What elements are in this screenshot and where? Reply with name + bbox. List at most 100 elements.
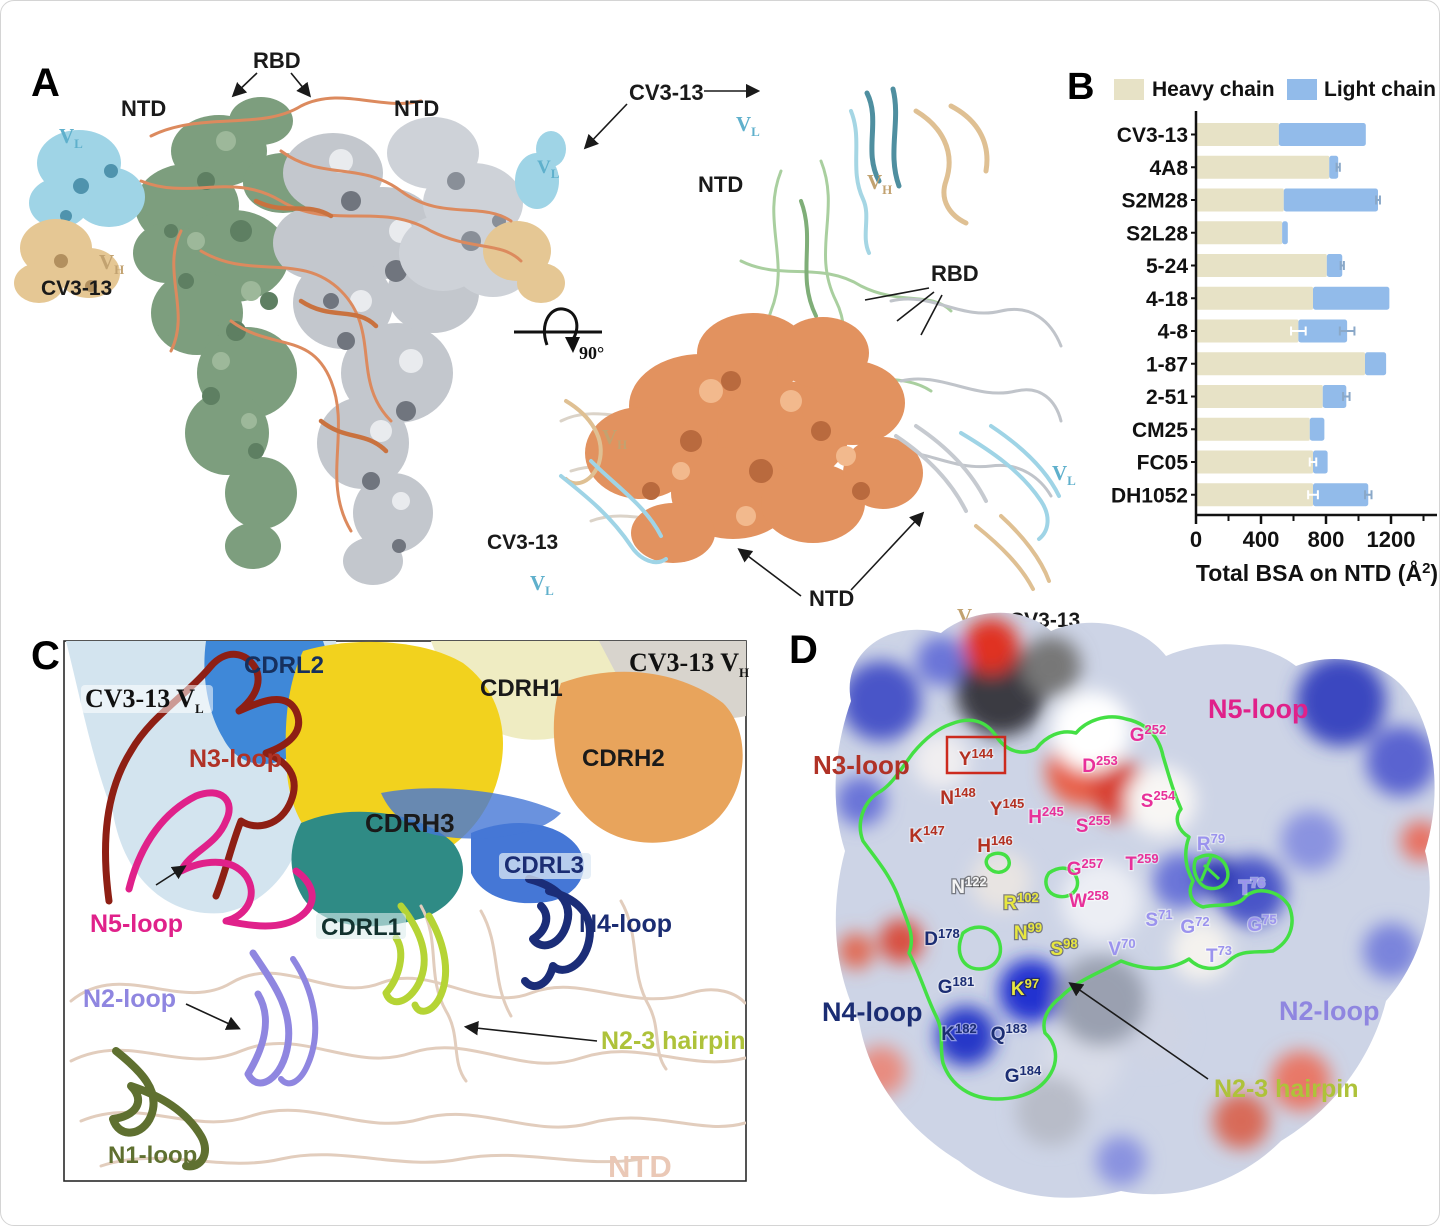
panel-a-letter: A [31, 61, 60, 105]
residue-label: S98 [1050, 936, 1077, 960]
panel-c-letter: C [31, 634, 60, 678]
label-cdrl3: CDRL3 [504, 852, 584, 879]
bar-light-1-87 [1365, 352, 1387, 376]
label-ntd-bottom: NTD [809, 586, 854, 611]
category-label-S2M28: S2M28 [1121, 190, 1188, 213]
legend-swatch-light [1287, 79, 1317, 100]
label-cdrl1: CDRL1 [321, 914, 401, 941]
legend-label-light: Light chain [1324, 78, 1436, 101]
label-cdrl2: CDRL2 [244, 652, 324, 679]
panel-d: D [789, 612, 1435, 1198]
x-tick-label: 0 [1190, 527, 1202, 552]
legend-swatch-heavy [1114, 79, 1144, 100]
bar-light-CV3-13 [1278, 123, 1366, 146]
residue-label: N99 [1014, 920, 1042, 944]
bar-heavy-5-24 [1196, 254, 1327, 277]
label-n5-loop-d: N5-loop [1208, 694, 1309, 724]
y144-highlight-box [945, 735, 1007, 775]
label-cv313-vl: CV3-13 VL [85, 684, 204, 716]
label-n2-loop-d: N2-loop [1279, 996, 1380, 1026]
label-rbd-top-view: RBD [931, 261, 979, 286]
category-label-4-18: 4-18 [1146, 288, 1188, 311]
label-ntd-front-left: NTD [121, 96, 166, 121]
bar-heavy-1-87 [1196, 352, 1365, 376]
residue-label: R102 [1003, 890, 1038, 914]
label-n23-hairpin-d: N2-3 hairpin [1214, 1075, 1358, 1103]
bar-light-CM25 [1309, 417, 1325, 441]
category-label-2-51: 2-51 [1146, 386, 1188, 409]
category-label-CV3-13: CV3-13 [1117, 124, 1188, 147]
residue-label: D253 [1082, 753, 1117, 777]
epitope-outline [858, 715, 1294, 1101]
label-cv313-vh: CV3-13 VH [629, 648, 749, 680]
bar-light-4-8 [1298, 319, 1348, 343]
residue-label: S255 [1076, 813, 1110, 837]
residue-label: G257 [1067, 856, 1103, 880]
label-rbd-front: RBD [253, 48, 301, 73]
bar-heavy-S2L28 [1196, 221, 1283, 245]
category-label-1-87: 1-87 [1146, 353, 1188, 376]
residue-label: N122 [951, 874, 986, 898]
bar-heavy-4A8 [1196, 155, 1330, 179]
bsa-bar-chart: CV3-13 4A8 S2M28 S2L28 5-24 4-18 4-8 1-87 2-51 CM… [1111, 111, 1438, 586]
interface-structure [66, 641, 746, 1171]
label-n2-loop-c: N2-loop [83, 985, 176, 1013]
rotation-90-icon: 90° [514, 307, 604, 363]
bar-heavy-4-8 [1196, 319, 1299, 343]
bar-light-DH1052 [1313, 483, 1369, 507]
residue-label: S71 [1145, 907, 1172, 931]
panel-c: C [31, 634, 749, 1184]
category-label-CM25: CM25 [1132, 419, 1188, 442]
residue-label: Y144 [959, 746, 994, 770]
legend-label-heavy: Heavy chain [1152, 78, 1275, 101]
bar-light-4A8 [1329, 155, 1339, 179]
residue-label: G184 [1005, 1063, 1042, 1087]
residue-label: D178 [924, 926, 959, 950]
x-tick-label: 1200 [1367, 527, 1416, 552]
label-n1-loop-c: N1-loop [108, 1142, 197, 1169]
bar-heavy-FC05 [1196, 450, 1313, 474]
panel-d-letter: D [789, 628, 818, 672]
label-vl-front-right: VL [537, 157, 560, 181]
panel-b-letter: B [1067, 66, 1094, 108]
label-ntd-front-right: NTD [394, 96, 439, 121]
label-n4-loop-c: N4-loop [579, 910, 672, 938]
label-vl-front-left: VL [59, 124, 83, 151]
label-n5-loop-c: N5-loop [90, 910, 183, 938]
x-tick-label: 400 [1243, 527, 1280, 552]
panel-a: A [14, 48, 1080, 632]
x-tick-label: 800 [1308, 527, 1345, 552]
bar-light-2-51 [1322, 385, 1347, 408]
category-label-5-24: 5-24 [1146, 255, 1188, 278]
bar-light-FC05 [1313, 450, 1328, 474]
residue-label: T73 [1206, 943, 1232, 967]
x-axis-title: Total BSA on NTD (Å2) [1196, 559, 1438, 586]
bar-heavy-CM25 [1196, 417, 1310, 441]
label-cv313-bottom-left: CV3-13 [487, 531, 558, 554]
spike-density-map-front [14, 96, 566, 585]
residue-label: V70 [1108, 936, 1135, 960]
label-cv313-front: CV3-13 [41, 277, 112, 300]
residue-label: R79 [1197, 831, 1225, 855]
label-vl-top-view: VL [736, 112, 760, 139]
bar-heavy-S2M28 [1196, 188, 1284, 212]
category-label-S2L28: S2L28 [1126, 222, 1188, 245]
spike-model-top-view [559, 86, 1063, 591]
bar-heavy-4-18 [1196, 286, 1313, 310]
label-n4-loop-d: N4-loop [822, 997, 923, 1027]
residue-label: S254 [1141, 788, 1176, 812]
label-vl-bottom-left: VL [530, 571, 554, 598]
residue-label: G75 [1247, 912, 1276, 936]
category-label-DH1052: DH1052 [1111, 484, 1188, 507]
residue-label: H146 [977, 833, 1012, 857]
residue-label: G181 [938, 974, 974, 998]
residue-label: T76 [1239, 875, 1265, 899]
label-vl-bottom-right: VL [1052, 461, 1076, 488]
residue-label: W258 [1069, 888, 1109, 912]
bar-light-S2L28 [1282, 221, 1288, 245]
label-ntd-c: NTD [608, 1149, 672, 1184]
panel-b: B Heavy chain Light chain CV3-13 4A8 S2M28… [1067, 66, 1438, 586]
label-vh-bottom-left: VH [602, 425, 627, 452]
category-label-4-8: 4-8 [1158, 321, 1189, 344]
